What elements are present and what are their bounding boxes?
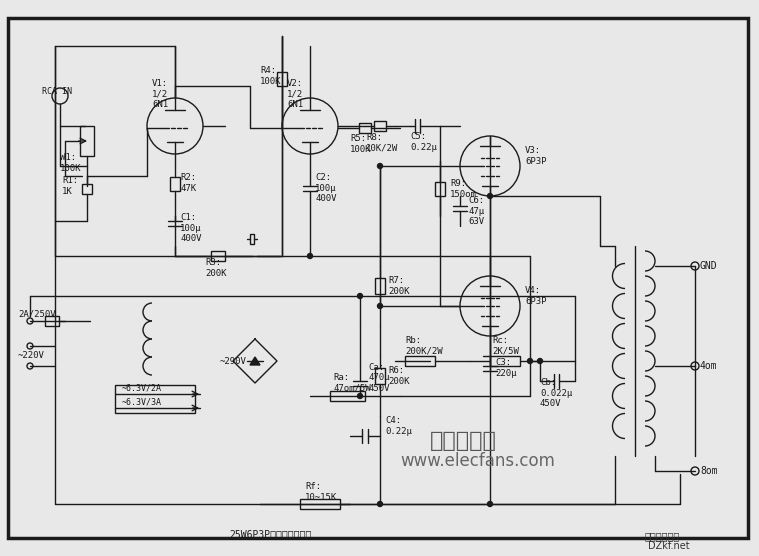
Bar	[170, 176, 180, 191]
Text: Rf:
10~15K: Rf: 10~15K	[305, 482, 337, 502]
Text: R5:
100K: R5: 100K	[350, 135, 371, 153]
Text: Ra:
47om/5W: Ra: 47om/5W	[333, 373, 370, 393]
Text: Rc:
2K/5W: Rc: 2K/5W	[492, 336, 519, 356]
Bar	[210, 251, 225, 261]
Text: R8:
10K/2W: R8: 10K/2W	[366, 133, 398, 153]
Circle shape	[307, 254, 313, 259]
Circle shape	[147, 98, 203, 154]
Text: 4om: 4om	[700, 361, 717, 371]
Bar	[80, 126, 94, 156]
Text: ~6.3V/2A: ~6.3V/2A	[122, 384, 162, 393]
Text: Ca:
470μ
450V: Ca: 470μ 450V	[368, 363, 389, 393]
Circle shape	[377, 304, 383, 309]
Text: Cb:
0.022μ
450V: Cb: 0.022μ 450V	[540, 378, 572, 408]
Bar	[490, 356, 520, 366]
Text: V2:
1/2
6N1: V2: 1/2 6N1	[287, 79, 303, 109]
Text: C5:
0.22μ: C5: 0.22μ	[410, 132, 437, 152]
Bar	[375, 278, 385, 294]
Circle shape	[377, 163, 383, 168]
Text: DZkf.net: DZkf.net	[648, 541, 690, 551]
Text: V4:
6P3P: V4: 6P3P	[525, 286, 546, 306]
Bar	[115, 385, 195, 413]
Text: GND: GND	[700, 261, 717, 271]
Text: C4:
0.22μ: C4: 0.22μ	[385, 416, 412, 436]
Bar	[82, 183, 92, 193]
Circle shape	[528, 359, 533, 364]
Bar	[45, 316, 59, 326]
Text: R4:
100K: R4: 100K	[260, 66, 282, 86]
Text: RCA IN: RCA IN	[42, 87, 72, 96]
Text: ~220V: ~220V	[18, 351, 45, 360]
Bar	[300, 499, 340, 509]
Text: C3:
220μ: C3: 220μ	[495, 358, 517, 378]
Text: 电子开发社区: 电子开发社区	[644, 531, 680, 541]
Circle shape	[537, 359, 543, 364]
Text: 25W6P3P推挺胆机电路图: 25W6P3P推挺胆机电路图	[229, 529, 311, 539]
Bar	[374, 121, 386, 131]
Polygon shape	[250, 357, 260, 365]
Text: 8om: 8om	[700, 466, 717, 476]
Circle shape	[377, 502, 383, 507]
Text: R7:
200K: R7: 200K	[388, 276, 410, 296]
Text: R1:
1K: R1: 1K	[62, 176, 78, 196]
Text: V1:
1/2
6N1: V1: 1/2 6N1	[152, 79, 168, 109]
Text: R9:
150om: R9: 150om	[450, 179, 477, 198]
Text: 2A/250V: 2A/250V	[18, 310, 55, 319]
Bar	[375, 368, 385, 384]
Text: C6:
47μ
63V: C6: 47μ 63V	[468, 196, 484, 226]
Text: ~290V: ~290V	[220, 356, 247, 365]
Circle shape	[460, 136, 520, 196]
Circle shape	[357, 294, 363, 299]
Bar	[330, 391, 365, 401]
Bar	[250, 234, 254, 244]
Text: C2:
100μ
400V: C2: 100μ 400V	[315, 173, 336, 203]
Text: R6:
200K: R6: 200K	[388, 366, 410, 386]
Circle shape	[52, 88, 68, 104]
Circle shape	[460, 276, 520, 336]
Circle shape	[487, 193, 493, 198]
Circle shape	[357, 394, 363, 399]
Bar	[359, 123, 371, 133]
Text: Rb:
200K/2W: Rb: 200K/2W	[405, 336, 442, 356]
Text: 更多相关：: 更多相关：	[430, 431, 497, 451]
Text: V3:
6P3P: V3: 6P3P	[525, 146, 546, 166]
Text: W1:
100K: W1: 100K	[60, 153, 81, 173]
Bar	[405, 356, 435, 366]
Bar	[435, 181, 445, 196]
Text: ~6.3V/3A: ~6.3V/3A	[122, 398, 162, 406]
Text: C1:
100μ
400V: C1: 100μ 400V	[180, 213, 201, 243]
Text: R2:
47K: R2: 47K	[180, 173, 196, 193]
Circle shape	[487, 502, 493, 507]
Text: www.elecfans.com: www.elecfans.com	[400, 452, 555, 470]
Bar	[277, 72, 287, 86]
Text: R3:
200K: R3: 200K	[205, 259, 226, 277]
Circle shape	[282, 98, 338, 154]
